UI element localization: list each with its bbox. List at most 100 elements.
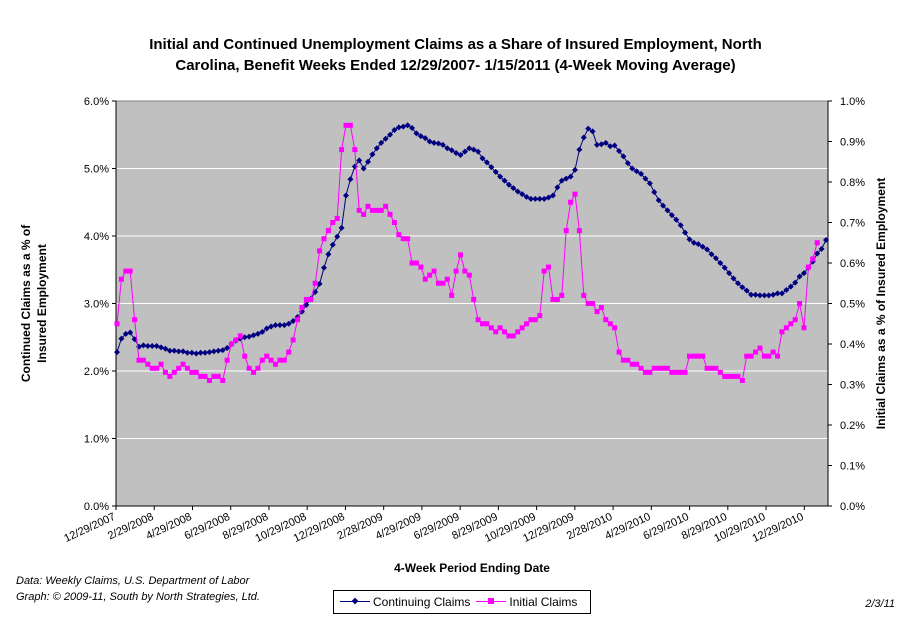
initial-claims-point <box>533 317 538 322</box>
initial-claims-point <box>181 362 186 367</box>
initial-claims-point <box>405 236 410 241</box>
initial-claims-point <box>159 362 164 367</box>
initial-claims-point <box>445 277 450 282</box>
initial-claims-point <box>515 329 520 334</box>
y-right-tick-label: 0.5% <box>840 299 865 311</box>
initial-claims-point <box>242 354 247 359</box>
initial-claims-point <box>502 329 507 334</box>
y-left-tick-label: 6.0% <box>84 96 109 108</box>
initial-claims-point <box>735 374 740 379</box>
initial-claims-point <box>577 228 582 233</box>
initial-claims-point <box>713 366 718 371</box>
initial-claims-point <box>379 208 384 213</box>
initial-claims-point <box>498 325 503 330</box>
initial-claims-point <box>771 350 776 355</box>
y-right-tick-label: 0.9% <box>840 137 865 149</box>
date-stamp: 2/3/11 <box>865 598 895 610</box>
initial-claims-point <box>273 362 278 367</box>
x-axis-title: 4-Week Period Ending Date <box>394 561 550 575</box>
initial-claims-point <box>225 358 230 363</box>
initial-claims-point <box>440 281 445 286</box>
initial-claims-point <box>299 305 304 310</box>
initial-claims-point <box>696 354 701 359</box>
initial-claims-point <box>581 293 586 298</box>
initial-claims-point <box>766 354 771 359</box>
initial-claims-point <box>801 325 806 330</box>
initial-claims-point <box>383 204 388 209</box>
initial-claims-point <box>277 358 282 363</box>
initial-claims-point <box>339 147 344 152</box>
initial-claims-point <box>229 342 234 347</box>
initial-claims-point <box>806 265 811 270</box>
initial-claims-point <box>361 212 366 217</box>
initial-claims-point <box>269 358 274 363</box>
initial-claims-point <box>678 370 683 375</box>
initial-claims-point <box>423 277 428 282</box>
initial-claims-point <box>251 370 256 375</box>
initial-claims-point <box>555 297 560 302</box>
initial-claims-point <box>141 358 146 363</box>
y-left-axis-title: Continued Claims as a % of Insured Employ… <box>19 224 49 382</box>
initial-claims-point <box>264 354 269 359</box>
initial-claims-point <box>458 252 463 257</box>
legend-label-continuing: Continuing Claims <box>373 595 470 609</box>
initial-claims-point <box>810 256 815 261</box>
initial-claims-point <box>722 374 727 379</box>
initial-claims-point <box>652 366 657 371</box>
initial-claims-point <box>753 350 758 355</box>
initial-claims-point <box>815 240 820 245</box>
initial-claims-point <box>410 261 415 266</box>
initial-claims-point <box>238 333 243 338</box>
initial-claims-point <box>625 358 630 363</box>
initial-claims-point <box>286 350 291 355</box>
initial-claims-point <box>537 313 542 318</box>
initial-claims-point <box>617 350 622 355</box>
initial-claims-point <box>137 358 142 363</box>
initial-claims-point <box>480 321 485 326</box>
initial-claims-point <box>414 261 419 266</box>
initial-claims-point <box>388 212 393 217</box>
initial-claims-point <box>643 370 648 375</box>
initial-claims-point <box>321 236 326 241</box>
y-right-tick-label: 0.4% <box>840 339 865 351</box>
initial-claims-point <box>203 374 208 379</box>
initial-claims-point <box>709 366 714 371</box>
y-right-tick-label: 0.6% <box>840 258 865 270</box>
initial-claims-point <box>586 301 591 306</box>
initial-claims-point <box>630 362 635 367</box>
y-left-tick-label: 0.0% <box>84 501 109 513</box>
initial-claims-point <box>335 216 340 221</box>
initial-claims-point <box>163 370 168 375</box>
initial-claims-point <box>370 208 375 213</box>
initial-claims-point <box>639 366 644 371</box>
initial-claims-point <box>542 269 547 274</box>
initial-claims-point <box>366 204 371 209</box>
y-left-tick-label: 4.0% <box>84 231 109 243</box>
initial-claims-point <box>326 228 331 233</box>
initial-claims-point <box>784 325 789 330</box>
data-source-note: Data: Weekly Claims, U.S. Department of … <box>16 575 249 587</box>
initial-claims-point <box>313 281 318 286</box>
initial-claims-point <box>727 374 732 379</box>
initial-claims-point <box>608 321 613 326</box>
y-right-tick-label: 0.2% <box>840 420 865 432</box>
initial-claims-point <box>744 354 749 359</box>
initial-claims-point <box>757 346 762 351</box>
y-right-tick-label: 0.1% <box>840 461 865 473</box>
initial-claims-point <box>564 228 569 233</box>
initial-claims-point <box>357 208 362 213</box>
initial-claims-point <box>471 297 476 302</box>
initial-claims-point <box>167 374 172 379</box>
initial-claims-point <box>484 321 489 326</box>
y-left-tick-label: 2.0% <box>84 366 109 378</box>
initial-claims-point <box>247 366 252 371</box>
initial-claims-point <box>705 366 710 371</box>
legend-swatch-continuing <box>340 597 370 607</box>
initial-claims-point <box>797 301 802 306</box>
initial-claims-point <box>211 374 216 379</box>
initial-claims-point <box>762 354 767 359</box>
initial-claims-point <box>775 354 780 359</box>
legend-swatch-initial <box>476 597 506 607</box>
initial-claims-point <box>304 297 309 302</box>
initial-claims-point <box>656 366 661 371</box>
